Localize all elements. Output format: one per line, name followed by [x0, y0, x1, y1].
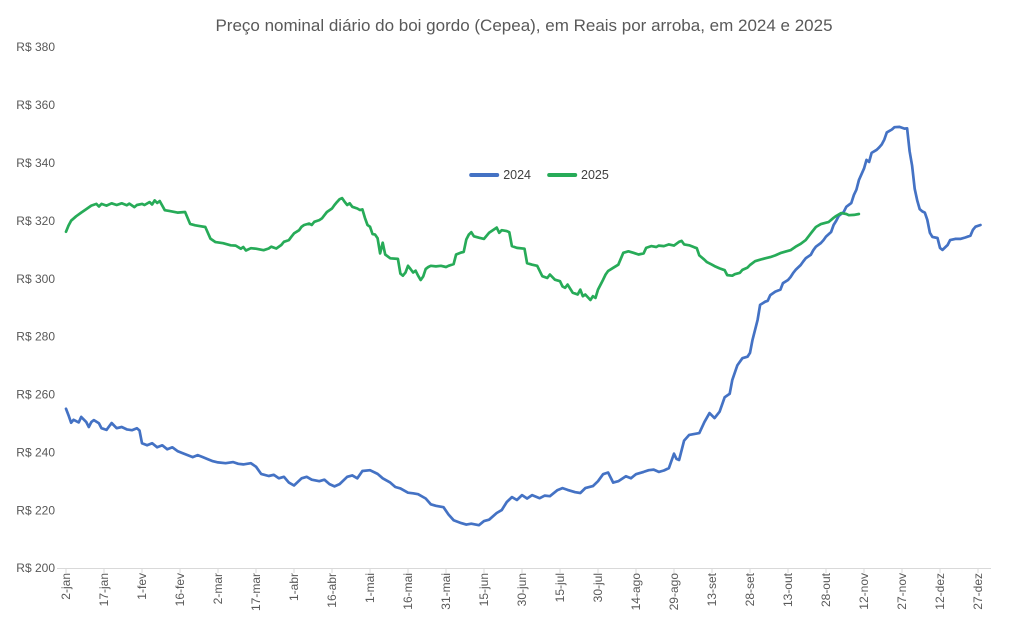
x-axis-tick-label: 16-fev: [173, 573, 187, 606]
y-axis-tick-label: R$ 220: [16, 503, 55, 517]
y-axis-tick-label: R$ 340: [16, 156, 55, 170]
series-line-2025[interactable]: [64, 196, 861, 302]
x-axis-tick-label: 30-jul: [591, 573, 605, 602]
x-axis-tick-label: 17-mar: [249, 573, 263, 611]
x-axis-tick-label: 27-nov: [895, 573, 909, 610]
legend-label-2024: 2024: [503, 168, 531, 182]
x-axis-tick-label: 13-set: [705, 572, 719, 606]
x-axis-tick-label: 15-jul: [553, 573, 567, 602]
x-axis-tick-label: 13-out: [781, 572, 795, 607]
y-axis-tick-label: R$ 380: [16, 40, 55, 54]
x-axis-tick-label: 14-ago: [629, 573, 643, 611]
x-axis-tick-label: 28-out: [819, 572, 833, 607]
x-axis-tick-label: 1-abr: [287, 573, 301, 601]
x-axis-tick-label: 16-mai: [401, 573, 415, 610]
x-axis-tick-label: 12-dez: [933, 573, 947, 610]
x-axis-tick-label: 15-jun: [477, 573, 491, 606]
chart-title: Preço nominal diário do boi gordo (Cepea…: [215, 16, 833, 35]
series-line-2024[interactable]: [64, 125, 982, 527]
x-axis-tick-label: 1-fev: [135, 573, 149, 600]
x-axis-tick-label: 30-jun: [515, 573, 529, 606]
y-axis-tick-label: R$ 280: [16, 330, 55, 344]
chart-legend: 2024 2025: [469, 168, 609, 182]
legend-label-2025: 2025: [581, 168, 609, 182]
x-axis-tick-label: 2-jan: [59, 573, 73, 600]
x-axis-tick-label: 17-jan: [97, 573, 111, 606]
y-axis-tick-label: R$ 320: [16, 214, 55, 228]
y-axis-tick-label: R$ 360: [16, 98, 55, 112]
x-axis-tick-label: 31-mai: [439, 573, 453, 610]
y-axis-tick-label: R$ 200: [16, 561, 55, 575]
y-axis-tick-label: R$ 260: [16, 388, 55, 402]
x-axis-tick-label: 12-nov: [857, 573, 871, 610]
legend-item-2025[interactable]: 2025: [547, 168, 609, 182]
x-axis-tick-label: 2-mar: [211, 573, 225, 604]
y-axis-tick-label: R$ 300: [16, 272, 55, 286]
x-axis-tick-label: 16-abr: [325, 573, 339, 608]
x-axis-tick-label: 29-ago: [667, 573, 681, 611]
x-axis-tick-label: 28-set: [743, 572, 757, 606]
legend-swatch-2025: [547, 173, 577, 177]
x-axis-tick-label: 27-dez: [971, 573, 985, 610]
legend-swatch-2024: [469, 173, 500, 177]
legend-item-2024[interactable]: 2024: [469, 168, 531, 182]
y-axis-tick-label: R$ 240: [16, 445, 55, 459]
x-axis-tick-label: 1-mai: [363, 573, 377, 603]
